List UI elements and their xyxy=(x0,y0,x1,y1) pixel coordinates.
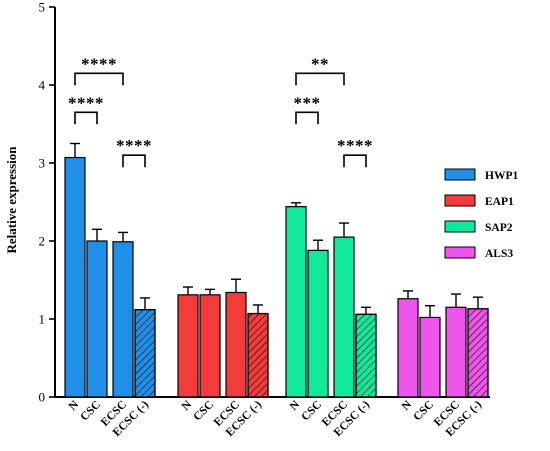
significance-label: **** xyxy=(116,136,152,155)
significance-label: ** xyxy=(311,54,329,73)
y-tick-label: 5 xyxy=(39,0,46,15)
legend-swatch-sap2 xyxy=(444,220,476,233)
bar-sap2-1 xyxy=(307,249,329,398)
bar-hatch-overlay xyxy=(355,313,377,398)
significance-bracket xyxy=(74,72,124,86)
significance-bracket xyxy=(295,111,319,125)
bar-als3-0 xyxy=(397,298,419,398)
legend-label-hwp1: HWP1 xyxy=(485,170,518,182)
significance-label: *** xyxy=(294,93,321,112)
significance-bracket xyxy=(122,154,146,168)
x-tick-label: N xyxy=(180,398,195,413)
y-tick-label: 2 xyxy=(39,234,46,249)
x-tick-label: N xyxy=(400,398,415,413)
bar-eap1-0 xyxy=(177,294,199,398)
bar-eap1-2 xyxy=(225,291,247,398)
legend-swatch-hwp1 xyxy=(444,168,476,181)
legend-swatch-als3 xyxy=(444,246,476,259)
significance-label: **** xyxy=(81,54,117,73)
x-tick-label: N xyxy=(288,398,303,413)
significance-label: **** xyxy=(337,136,373,155)
bar-hatch-overlay xyxy=(247,312,269,398)
bar-hwp1-0 xyxy=(64,156,86,398)
bar-hwp1-2 xyxy=(112,241,134,398)
bar-sap2-0 xyxy=(285,206,307,398)
bar-hwp1-1 xyxy=(86,240,108,398)
y-tick-label: 0 xyxy=(39,390,46,405)
bar-als3-2 xyxy=(445,306,467,398)
bar-hatch-overlay xyxy=(467,308,489,398)
y-tick-label: 1 xyxy=(39,312,46,327)
bar-eap1-1 xyxy=(199,294,221,398)
legend-label-sap2: SAP2 xyxy=(485,222,513,234)
bar-sap2-2 xyxy=(333,236,355,398)
bar-als3-1 xyxy=(419,316,441,398)
y-tick-label: 4 xyxy=(39,78,46,93)
significance-annotations: ********************* xyxy=(68,54,373,168)
significance-label: **** xyxy=(68,93,104,112)
legend: HWP1 EAP1 SAP2 ALS3 xyxy=(444,168,518,260)
significance-bracket xyxy=(295,72,345,86)
significance-bracket xyxy=(343,154,367,168)
y-tick-label: 3 xyxy=(39,156,46,171)
legend-swatch-eap1 xyxy=(444,194,476,207)
legend-label-eap1: EAP1 xyxy=(485,196,514,208)
legend-label-als3: ALS3 xyxy=(485,248,513,260)
significance-bracket xyxy=(74,111,98,125)
bar-hatch-overlay xyxy=(134,309,156,398)
x-tick-label: N xyxy=(67,398,82,413)
y-axis-label: Relative expression xyxy=(4,146,19,254)
